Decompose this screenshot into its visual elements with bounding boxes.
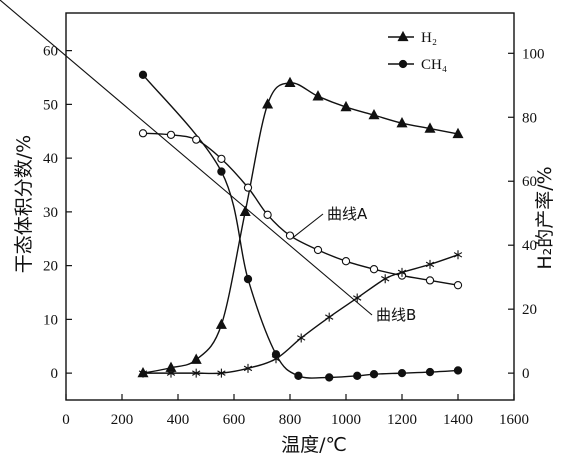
data-point-2: [166, 130, 176, 140]
data-point-0: [284, 76, 296, 88]
data-point-0: [312, 90, 324, 101]
x-tick-label: 1400: [443, 412, 473, 428]
data-point-0: [368, 108, 380, 120]
legend-label: CH₄: [421, 57, 447, 73]
legend: H₂ CH₄: [388, 30, 447, 73]
data-point-0: [215, 318, 227, 329]
series-line-0: [142, 82, 459, 374]
series-line-2: [142, 132, 459, 286]
y-left-tick-label: 30: [43, 205, 58, 221]
y-left-tick-label: 60: [43, 44, 58, 60]
y-right-tick-label: 20: [522, 302, 537, 318]
data-point-0: [190, 353, 202, 364]
x-tick-label: 1200: [387, 412, 417, 428]
data-point-3: [192, 368, 201, 378]
data-point-2: [138, 129, 148, 138]
y-left-tick-label: 40: [43, 151, 58, 167]
data-point-2: [192, 135, 201, 144]
y-left-tick-label: 10: [43, 312, 58, 328]
series-lines: [142, 74, 459, 379]
y-right-tick-label: 0: [522, 366, 530, 382]
data-point-0: [396, 117, 408, 128]
annotation-label: 曲线A: [327, 205, 368, 223]
y-right-tick-label: 40: [522, 238, 537, 254]
data-point-1: [243, 274, 253, 284]
data-point-3: [138, 368, 148, 378]
data-point-1: [425, 367, 435, 377]
data-point-0: [239, 205, 251, 217]
y-left-axis-label: 干态体积分数/%: [13, 135, 35, 273]
data-point-1: [138, 70, 148, 79]
x-tick-label: 800: [279, 412, 302, 428]
series-markers: [137, 70, 464, 382]
annotation-leader: [292, 213, 324, 239]
legend-label: H₂: [421, 30, 437, 46]
data-point-3: [325, 312, 334, 322]
y-left-tick-label: 20: [43, 259, 58, 275]
data-point-3: [271, 354, 281, 364]
data-point-0: [262, 98, 274, 109]
data-point-0: [452, 127, 464, 139]
data-point-2: [263, 210, 272, 219]
data-point-2: [243, 183, 253, 192]
y-right-tick-label: 100: [522, 46, 545, 62]
y-right-tick-label: 80: [522, 110, 537, 126]
y-left-axis-ticks: 0 10 20 30 40 50 60: [43, 44, 72, 382]
data-point-3: [453, 250, 463, 260]
data-point-2: [341, 257, 351, 266]
data-point-1: [325, 373, 334, 382]
y-right-tick-label: 60: [522, 174, 537, 190]
data-point-2: [453, 281, 463, 290]
x-tick-label: 1000: [331, 412, 361, 428]
data-point-3: [353, 293, 362, 303]
data-point-2: [425, 276, 435, 285]
data-point-0: [424, 122, 436, 133]
data-point-3: [381, 274, 390, 284]
y-right-axis-ticks: 0 20 40 60 80 100: [508, 46, 545, 382]
legend-marker: [398, 59, 408, 69]
annotation-label: 曲线B: [376, 306, 416, 324]
x-tick-label: 1600: [499, 412, 529, 428]
data-point-3: [297, 333, 306, 343]
data-point-1: [294, 371, 303, 380]
data-point-1: [397, 368, 407, 378]
data-point-3: [243, 363, 253, 373]
x-tick-label: 200: [111, 412, 134, 428]
x-tick-label: 600: [223, 412, 246, 428]
data-point-2: [217, 154, 226, 163]
y-right-axis-label: H₂的产率/%: [534, 166, 556, 269]
y-left-tick-label: 50: [43, 97, 58, 113]
series-line-1: [142, 74, 459, 379]
y-left-tick-label: 0: [51, 366, 59, 382]
legend-marker: [397, 30, 409, 42]
data-point-2: [313, 245, 323, 255]
data-point-3: [217, 368, 226, 378]
data-point-2: [285, 231, 295, 240]
data-point-3: [166, 368, 176, 378]
x-tick-label: 0: [62, 412, 70, 428]
x-axis-label: 温度/℃: [281, 434, 347, 456]
data-point-1: [369, 370, 379, 379]
x-tick-label: 400: [167, 412, 190, 428]
data-point-1: [217, 167, 226, 176]
data-point-1: [453, 366, 463, 375]
data-point-2: [369, 265, 379, 274]
annotations: 曲线A 曲线B: [0, 0, 416, 324]
data-point-3: [425, 259, 435, 269]
annotation-leader: [0, 0, 373, 316]
data-point-3: [397, 267, 407, 277]
data-point-0: [340, 100, 352, 112]
x-axis-ticks: 0 200 400 600 800 1000 1200 1400 1600: [62, 394, 529, 428]
data-point-1: [353, 371, 362, 380]
